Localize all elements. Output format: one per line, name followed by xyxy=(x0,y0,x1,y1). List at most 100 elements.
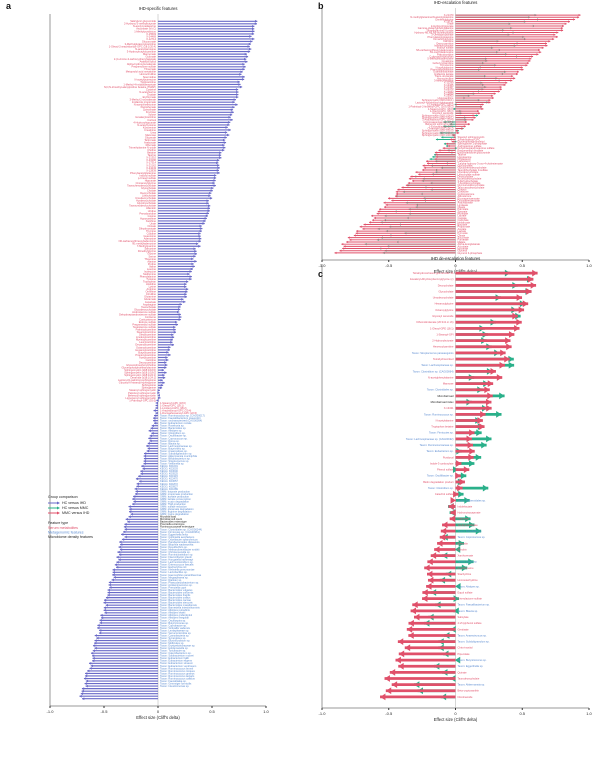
feature-label: Aspartate xyxy=(145,300,157,304)
effect-point xyxy=(198,244,201,248)
effect-point xyxy=(213,184,216,187)
feature-label: Taxon: Lactobacillus sp. xyxy=(160,570,188,574)
feature-label: Taxon: Bacteroides sp. xyxy=(160,426,187,430)
effect-point xyxy=(578,13,581,17)
effect-point xyxy=(189,270,192,273)
effect-point xyxy=(153,409,156,412)
effect-point xyxy=(98,631,102,635)
effect-point xyxy=(92,649,95,653)
feature-label: Isovalerylcarnitine xyxy=(135,115,156,119)
feature-label: Corticosterone xyxy=(458,192,475,196)
feature-label: Cortisol xyxy=(458,188,467,192)
feature-label: Lithocholate sulfate xyxy=(458,172,481,176)
effect-point xyxy=(118,553,122,557)
effect-point xyxy=(171,333,174,337)
feature-label: Taxon: Bacteroides vulgatus xyxy=(160,588,193,592)
feature-label: Ceramide (d18:1/24:1) xyxy=(130,376,156,380)
effect-point xyxy=(236,93,239,96)
feature-label: Ursodeoxycholate xyxy=(135,196,156,200)
effect-point xyxy=(148,429,151,433)
effect-point xyxy=(443,125,446,128)
effect-point xyxy=(362,227,365,231)
effect-point xyxy=(239,85,243,89)
effect-point xyxy=(207,206,211,210)
effect-point xyxy=(199,237,202,241)
effect-point xyxy=(143,459,146,463)
feature-label: Decanoylcarnitine xyxy=(135,343,156,347)
feature-label: Trans-urocanate xyxy=(435,74,454,78)
effect-point xyxy=(240,70,243,74)
effect-point xyxy=(395,192,398,196)
effect-point xyxy=(242,62,245,66)
feature-label: Adenosine xyxy=(144,237,157,241)
effect-point xyxy=(85,679,89,683)
effect-point xyxy=(132,497,135,501)
effect-point xyxy=(468,558,474,566)
effect-point xyxy=(496,410,502,418)
effect-point xyxy=(427,570,433,578)
effect-point xyxy=(520,66,523,69)
effect-point xyxy=(225,126,228,129)
feature-label: N-acetylserine xyxy=(139,90,156,94)
feature-label: Glycerol xyxy=(458,249,468,253)
effect-point xyxy=(238,83,241,86)
feature-label: Deoxycholate xyxy=(140,191,156,195)
effect-point xyxy=(504,355,510,363)
x-tick-label: 0 xyxy=(454,263,457,268)
feature-label: 3-Ureidopropionate xyxy=(431,33,454,37)
effect-point xyxy=(385,203,388,207)
feature-label: Linoleoylcarnitine xyxy=(136,335,157,339)
effect-point xyxy=(118,558,121,562)
effect-point xyxy=(133,495,136,498)
effect-point xyxy=(217,158,220,162)
effect-point xyxy=(140,469,143,473)
effect-point xyxy=(408,177,411,180)
feature-label: Quinolinate xyxy=(143,108,157,112)
effect-point xyxy=(454,656,461,664)
feature-label: Myristate xyxy=(458,212,469,216)
feature-label: Lignoceroyl sphingomyelin xyxy=(125,396,156,400)
effect-point xyxy=(89,667,92,670)
feature-label: 1-Stearoyl-GPC (18:0) xyxy=(428,107,454,111)
feature-label: Trimethylamine N-oxide xyxy=(426,28,454,32)
effect-point xyxy=(568,20,570,23)
feature-label: Taxon: uncharacterized (CAG00054) xyxy=(160,419,202,423)
feature-label: Eicosapentaenoate xyxy=(458,196,481,200)
effect-point xyxy=(255,19,258,23)
feature-label: 1-Docosapentaenoyl-GPC xyxy=(423,120,453,124)
effect-point xyxy=(548,40,551,43)
effect-point xyxy=(460,472,467,480)
feature-label: Prevotella enterotype xyxy=(160,522,185,526)
effect-point xyxy=(134,487,137,491)
effect-point xyxy=(505,337,511,345)
effect-point xyxy=(347,236,350,239)
feature-label: X-12850 xyxy=(444,92,454,96)
feature-label: Palmitate xyxy=(458,207,469,211)
effect-point xyxy=(464,496,470,504)
feature-label: X-24243 xyxy=(146,166,156,170)
effect-point xyxy=(139,479,142,483)
effect-point xyxy=(439,533,446,541)
effect-point xyxy=(453,490,459,498)
feature-label: Phenylalanine xyxy=(140,274,157,278)
feature-label: 1-Oleoyl-2-arachidonoyl-GPC (18:1/20:4) xyxy=(109,44,156,48)
feature-label: Leucine xyxy=(147,267,157,271)
effect-point xyxy=(556,31,559,34)
effect-point xyxy=(132,502,135,506)
effect-point xyxy=(484,386,490,394)
effect-point xyxy=(143,457,147,460)
effect-point xyxy=(157,394,160,397)
feature-label: Taxon: Klebsiella pneumoniae xyxy=(160,568,195,572)
effect-point xyxy=(525,64,528,67)
effect-point xyxy=(166,358,169,362)
feature-label: Taxon: Lachnoclostridium sp. xyxy=(160,560,194,564)
feature-label: Threonate xyxy=(144,67,156,71)
feature-label: Pantothenate xyxy=(141,105,157,109)
feature-label: Taxon: Eubacterium hallii xyxy=(160,656,189,660)
effect-point xyxy=(212,181,215,185)
feature-label: Nicotinamide xyxy=(458,695,474,699)
effect-point xyxy=(173,328,176,332)
feature-label: Homocitrulline xyxy=(437,76,454,80)
feature-label: Taxon: Eggerthella lenta xyxy=(160,532,188,536)
effect-point xyxy=(123,530,126,534)
